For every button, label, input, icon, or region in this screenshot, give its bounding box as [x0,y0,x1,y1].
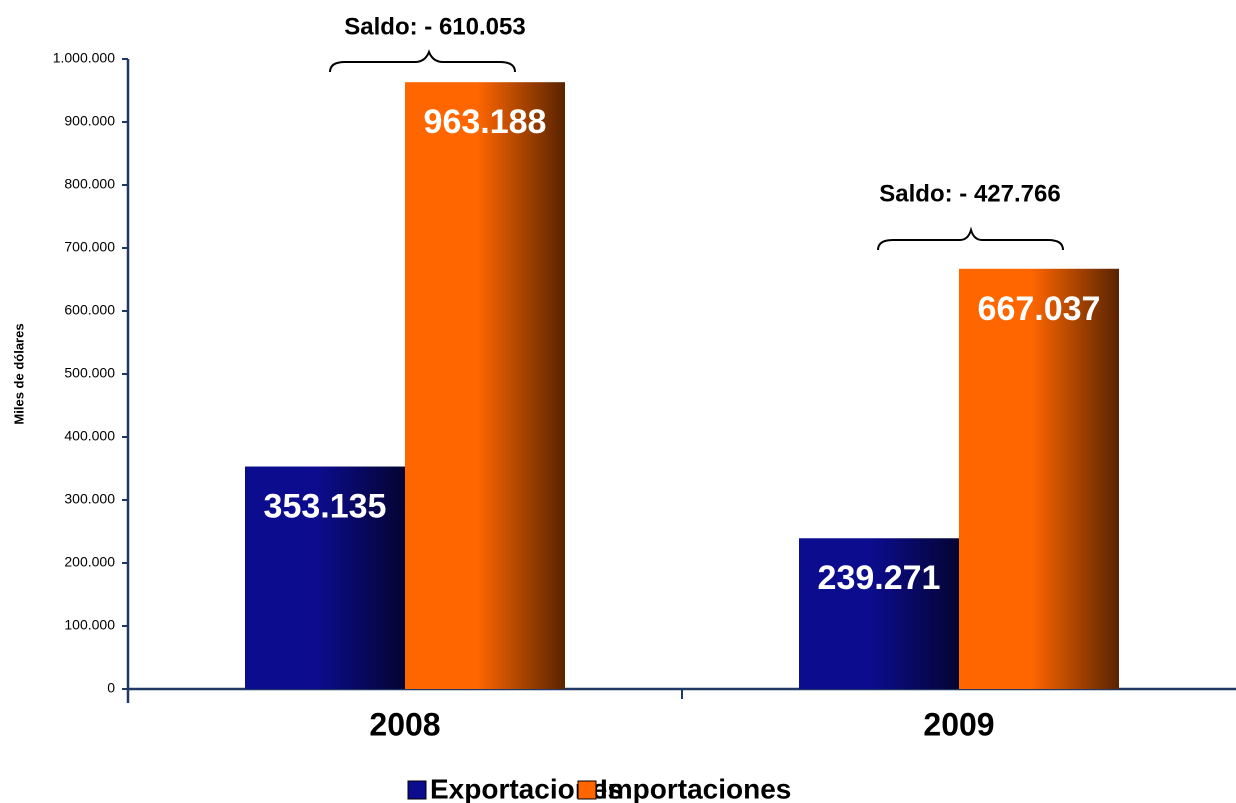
y-tick-label: 900.000 [64,113,115,129]
y-tick-label: 0 [107,680,115,696]
y-tick-label: 500.000 [64,365,115,381]
data-label: 353.135 [264,488,387,526]
y-tick-label: 200.000 [64,554,115,570]
brace [877,226,1064,251]
x-tick-label: 2009 [923,706,994,742]
data-label: 963.188 [424,103,547,141]
bar [959,268,1119,689]
y-tick-label: 700.000 [64,239,115,255]
data-label: 239.271 [818,559,941,597]
bar [245,466,405,689]
y-tick-label: 800.000 [64,176,115,192]
y-axis-label: Miles de dólares [11,323,26,424]
x-tick-label: 2008 [369,706,440,742]
bar [799,538,959,689]
data-label: 667.037 [978,290,1101,328]
y-tick-label: 300.000 [64,491,115,507]
y-tick-label: 100.000 [64,617,115,633]
y-tick-label: 1.000.000 [53,50,115,66]
legend-label: Importaciones [600,773,791,803]
y-tick-label: 400.000 [64,428,115,444]
annotation: Saldo: - 427.766 [879,180,1060,207]
bar [405,82,565,690]
y-tick-label: 600.000 [64,302,115,318]
legend-marker [577,780,597,800]
brace [329,49,516,73]
legend-marker [407,780,427,800]
annotation: Saldo: - 610.053 [344,13,525,40]
